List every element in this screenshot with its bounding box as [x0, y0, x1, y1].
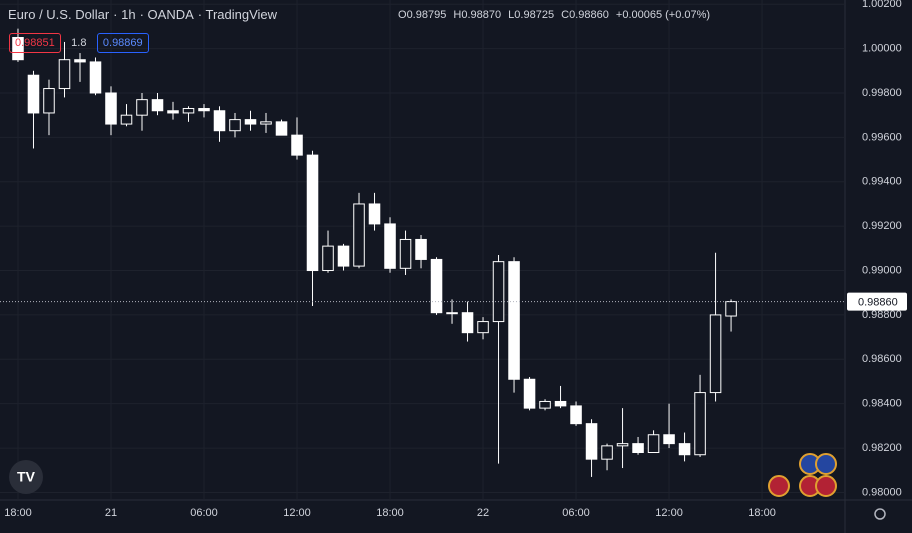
candle-body: [120, 114, 133, 125]
candle-body: [368, 203, 381, 225]
candle-body: [167, 110, 179, 114]
candle-body: [229, 119, 241, 132]
candle-body: [601, 445, 613, 460]
interval: 1h: [121, 7, 136, 22]
x-tick-label: 21: [105, 507, 117, 519]
candle-body: [384, 223, 396, 269]
x-tick-label: 12:00: [283, 507, 311, 519]
candle-body: [43, 88, 55, 114]
y-tick-label: 0.99200: [862, 220, 902, 232]
candle-body: [709, 314, 722, 394]
candle-body: [27, 74, 40, 114]
candle-body: [353, 203, 365, 267]
symbol-header: Euro / U.S. Dollar · 1h · OANDA · TradingVi…: [8, 7, 278, 22]
candle-body: [399, 238, 412, 269]
candle-body: [647, 434, 660, 454]
settings-icon[interactable]: [874, 508, 886, 520]
label: O: [398, 9, 407, 21]
x-tick-label: 18:00: [376, 507, 404, 519]
candle-body: [446, 312, 458, 315]
candle-body: [508, 261, 520, 380]
candle-body: [415, 238, 427, 260]
y-tick-label: 0.98000: [862, 486, 902, 498]
candle-body: [275, 121, 288, 136]
candle-body: [523, 378, 536, 409]
value: 0.98870: [461, 9, 502, 21]
y-tick-label: 1.00200: [862, 0, 902, 10]
spread: 1.8: [71, 37, 87, 49]
candle-body: [554, 400, 567, 407]
candle-body: [136, 99, 148, 116]
label: H: [453, 9, 462, 21]
y-tick-label: 0.98400: [862, 398, 902, 410]
svg-text:TV: TV: [17, 469, 36, 485]
x-tick-label: 22: [477, 507, 489, 519]
candle-body: [477, 321, 489, 334]
candle-body: [291, 134, 303, 156]
candle-body: [616, 443, 629, 447]
label: C: [561, 9, 570, 21]
price-label-box: [847, 292, 907, 311]
candle-body: [89, 61, 102, 94]
candle-body: [198, 108, 210, 112]
change: +0.00065 (+0.07%): [615, 9, 711, 21]
candle-body: [244, 119, 257, 125]
candle-body: [260, 121, 272, 125]
candle-body: [337, 245, 350, 267]
price-label: 0.98860: [858, 297, 898, 309]
x-tick-label: 06:00: [190, 507, 218, 519]
sell-button[interactable]: 0.98851: [9, 33, 61, 53]
buy-button[interactable]: 0.98869: [96, 33, 149, 53]
value: 0.98795: [406, 9, 447, 21]
candle-body: [182, 108, 195, 114]
y-tick-label: 0.99600: [862, 131, 902, 143]
y-tick-label: 0.99000: [862, 264, 902, 276]
x-tick-label: 18:00: [748, 507, 776, 519]
trade-panel: 0.98851 1.8 0.98869: [9, 33, 149, 53]
x-tick-label: 18:00: [4, 507, 32, 519]
ohlc-legend: O0.98795 H0.98870 L0.98725 C0.98860 +0.0…: [398, 9, 714, 21]
candle-body: [322, 245, 334, 272]
candle-body: [74, 59, 86, 63]
x-tick-label: 06:00: [562, 507, 590, 519]
y-tick-label: 1.00000: [862, 43, 902, 55]
y-tick-label: 0.98800: [862, 309, 902, 321]
event-flags: [768, 453, 837, 497]
value: 0.98725: [514, 9, 555, 21]
symbol: Euro / U.S. Dollar: [8, 7, 110, 22]
candle-body: [585, 423, 598, 460]
y-tick-label: 0.98600: [862, 353, 902, 365]
candle-body: [105, 92, 117, 125]
candle-body: [58, 59, 71, 90]
candle-body: [725, 301, 737, 317]
candle-body: [151, 99, 164, 112]
candle-body: [492, 261, 505, 323]
candle-body: [632, 443, 644, 454]
candle-body: [663, 434, 675, 445]
source: TradingView: [205, 7, 278, 22]
y-tick-label: 0.98200: [862, 442, 902, 454]
candle-body: [461, 312, 474, 334]
candle-body: [539, 400, 551, 409]
label: L: [508, 9, 515, 21]
candle-body: [678, 443, 691, 456]
x-tick-label: 12:00: [655, 507, 683, 519]
value: 0.98860: [569, 9, 609, 21]
candle-body: [12, 37, 24, 61]
candle-body: [694, 392, 706, 456]
candle-body: [306, 154, 319, 272]
tv-logo: TV: [9, 460, 43, 494]
y-tick-label: 0.99400: [862, 176, 902, 188]
exchange: OANDA: [147, 7, 194, 22]
candle-body: [430, 258, 443, 314]
y-tick-label: 0.99800: [862, 87, 902, 99]
candle-body: [570, 405, 582, 425]
candle-body: [213, 110, 226, 132]
